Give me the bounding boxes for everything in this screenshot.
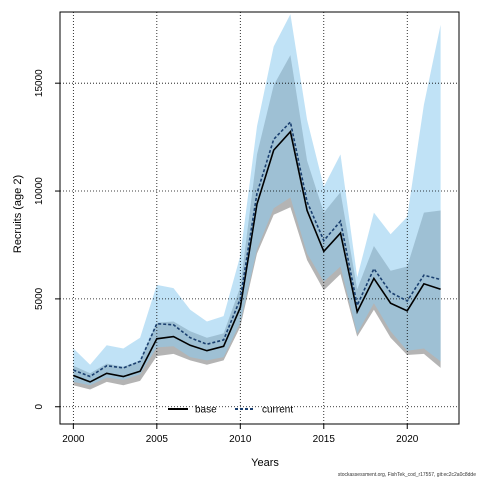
footer-credit: stockassessment.org, FishTek_cod_r17557,… <box>337 472 476 478</box>
legend-label-current: current <box>262 405 293 416</box>
line-base <box>73 130 441 383</box>
legend-label-base: base <box>195 405 217 416</box>
y-tick-label: 10000 <box>34 177 45 205</box>
x-axis-title: Years <box>251 457 279 469</box>
y-axis: 0 5000 10000 15000 <box>34 69 60 410</box>
x-tick-label: 2010 <box>229 434 252 445</box>
legend: base current <box>168 405 293 416</box>
x-axis: 2000 2005 2010 2015 2020 <box>62 424 419 445</box>
y-axis-title: Recruits (age 2) <box>12 175 24 253</box>
x-tick-label: 2020 <box>396 434 419 445</box>
x-tick-label: 2015 <box>313 434 336 445</box>
y-tick-label: 0 <box>34 404 45 410</box>
y-tick-label: 5000 <box>34 287 45 310</box>
plot-frame <box>59 11 460 425</box>
line-current <box>73 120 441 378</box>
gridlines <box>60 12 459 424</box>
band-current <box>73 14 441 386</box>
series-lines <box>73 120 441 383</box>
x-tick-label: 2005 <box>146 434 169 445</box>
y-tick-label: 15000 <box>34 69 45 97</box>
x-tick-label: 2000 <box>62 434 85 445</box>
bands <box>73 14 441 390</box>
